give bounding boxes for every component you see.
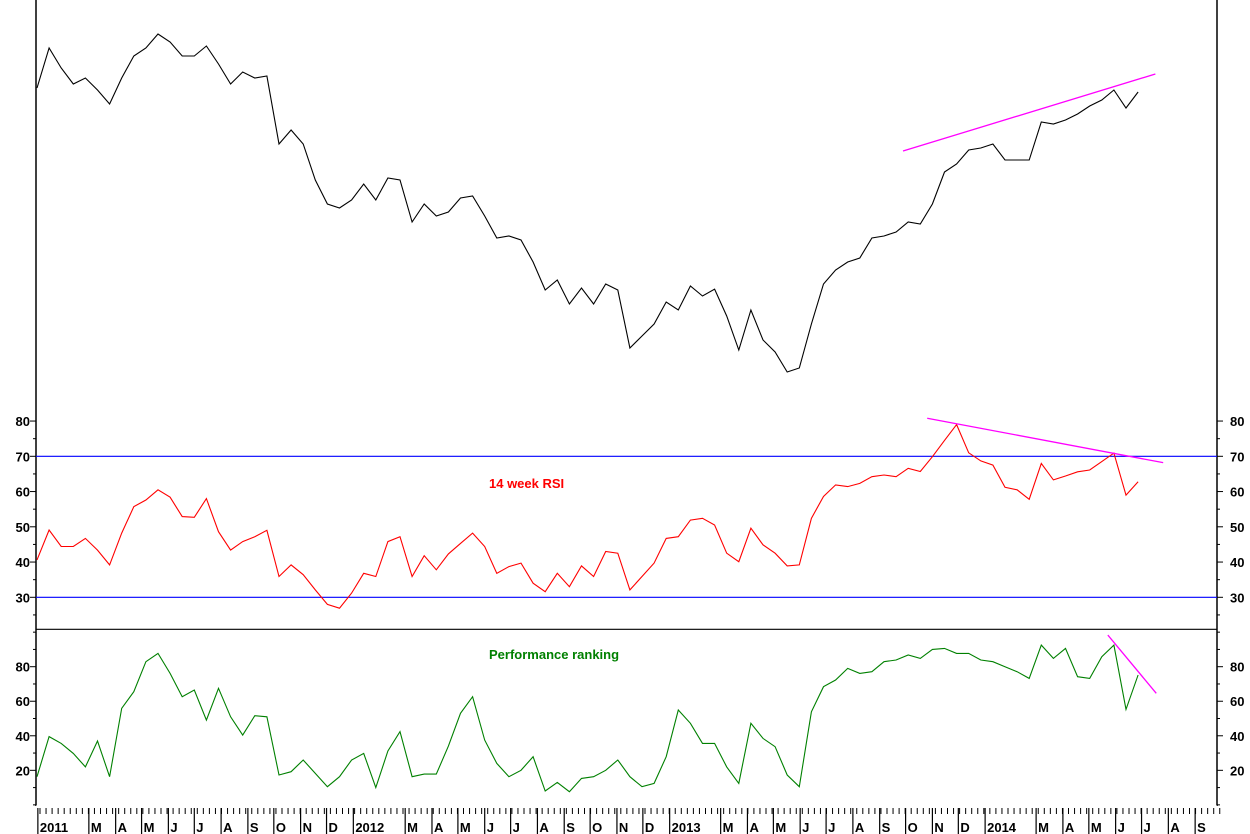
rsi-series-line	[36, 423, 1139, 609]
month-label: J	[1144, 820, 1151, 834]
month-label: M	[407, 820, 418, 834]
month-label: M	[144, 820, 155, 834]
month-label: D	[960, 820, 969, 834]
month-label: M	[1038, 820, 1049, 834]
month-label: A	[223, 820, 233, 834]
performance-left-tick-label: 20	[16, 763, 30, 778]
rsi-right-tick-label: 60	[1230, 485, 1244, 500]
month-label: M	[460, 820, 471, 834]
x-axis: 2011 M A M J J A S O N D 2012 M A M J J A S O N D 2013 M A M J J A S O…	[36, 805, 1221, 834]
performance-panel: Performance ranking 20 20 40 40 60 60 80 80	[16, 631, 1244, 806]
month-label: M	[775, 820, 786, 834]
month-label: M	[91, 820, 102, 834]
rsi-left-tick-label: 70	[16, 449, 30, 464]
month-label: S	[882, 820, 891, 834]
performance-right-tick-label: 80	[1230, 660, 1244, 675]
price-panel	[36, 33, 1156, 373]
rsi-left-tick-label: 80	[16, 414, 30, 429]
rsi-trendline	[927, 417, 1164, 464]
rsi-panel-title: 14 week RSI	[489, 476, 564, 491]
rsi-left-tick-label: 60	[16, 485, 30, 500]
price-trendline	[902, 73, 1156, 152]
rsi-right-tick-label: 70	[1230, 449, 1244, 464]
month-label: O	[592, 820, 602, 834]
month-label: A	[1065, 820, 1075, 834]
rsi-right-tick-label: 80	[1230, 414, 1244, 429]
month-label: A	[749, 820, 759, 834]
performance-right-tick-label: 60	[1230, 694, 1244, 709]
month-label: M	[1091, 820, 1102, 834]
rsi-left-tick-label: 40	[16, 555, 30, 570]
month-label: A	[434, 820, 444, 834]
month-label: D	[645, 820, 654, 834]
month-label: 2012	[355, 820, 384, 834]
month-label: 2013	[672, 820, 701, 834]
month-label: O	[276, 820, 286, 834]
month-label: S	[1197, 820, 1206, 834]
performance-panel-title: Performance ranking	[489, 647, 619, 662]
price-series-line	[36, 33, 1139, 373]
month-label: J	[170, 820, 177, 834]
month-label: S	[566, 820, 575, 834]
performance-left-tick-label: 80	[16, 660, 30, 675]
month-label: O	[908, 820, 918, 834]
performance-trendline	[1107, 634, 1157, 694]
month-label: N	[619, 820, 628, 834]
month-label: J	[513, 820, 520, 834]
month-label: J	[802, 820, 809, 834]
performance-right-tick-label: 20	[1230, 763, 1244, 778]
performance-left-tick-label: 40	[16, 729, 30, 744]
month-label: N	[934, 820, 943, 834]
month-label: 2011	[40, 820, 68, 834]
performance-left-tick-label: 60	[16, 694, 30, 709]
month-label: J	[196, 820, 203, 834]
rsi-left-tick-label: 30	[16, 590, 30, 605]
rsi-left-tick-label: 50	[16, 520, 30, 535]
month-label: A	[1170, 820, 1180, 834]
rsi-right-tick-label: 30	[1230, 590, 1244, 605]
performance-series-line	[36, 643, 1139, 793]
month-label: J	[828, 820, 835, 834]
chart-frame	[35, 0, 1218, 806]
month-label: A	[855, 820, 865, 834]
month-label: A	[118, 820, 128, 834]
month-label: 2014	[987, 820, 1017, 834]
month-label: D	[329, 820, 338, 834]
month-label: S	[250, 820, 259, 834]
rsi-panel: 14 week RSI 30 30 40 40 50 50 60 60 70 70 80 80	[16, 414, 1244, 616]
month-label: J	[487, 820, 494, 834]
rsi-right-tick-label: 50	[1230, 520, 1244, 535]
month-label: M	[723, 820, 734, 834]
month-label: A	[539, 820, 549, 834]
month-label: N	[303, 820, 312, 834]
performance-right-tick-label: 40	[1230, 729, 1244, 744]
month-label: J	[1118, 820, 1125, 834]
rsi-right-tick-label: 40	[1230, 555, 1244, 570]
